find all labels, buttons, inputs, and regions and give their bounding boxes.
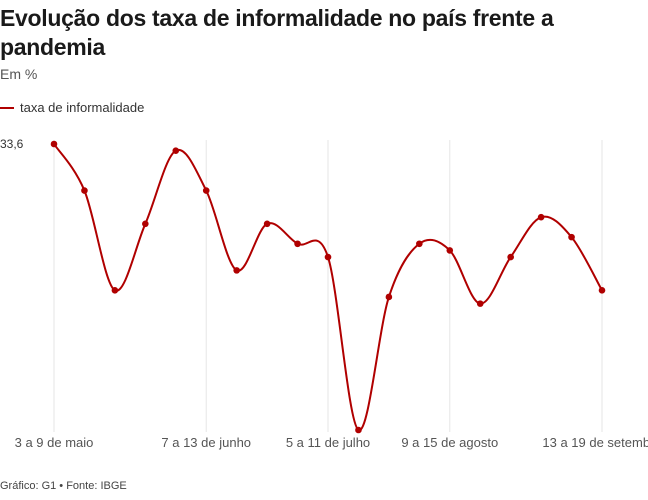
data-point[interactable] [476,300,484,307]
legend-swatch [0,106,14,109]
source-note: Gráfico: G1 • Fonte: IBGE [0,480,127,492]
data-point[interactable] [324,253,332,261]
data-point[interactable] [568,233,575,241]
y-axis-ticks: 33,6 [0,137,24,151]
legend: taxa de informalidade [0,100,144,115]
data-point[interactable] [355,426,362,434]
data-point[interactable] [172,147,180,154]
x-tick-label: 3 a 9 de maio [15,435,94,450]
legend-label: taxa de informalidade [20,100,145,115]
x-tick-label: 9 a 15 de agosto [401,435,498,450]
data-point[interactable] [50,140,58,148]
data-point[interactable] [81,187,88,194]
data-point[interactable] [294,240,301,248]
x-axis-ticks: 3 a 9 de maio 7 a 13 de junho 5 a 11 de ju… [15,435,648,450]
data-point[interactable] [537,213,545,221]
data-point[interactable] [507,253,514,261]
data-points [50,140,606,434]
x-tick-label: 13 a 19 de setembro [542,435,648,450]
y-tick-label: 33,6 [0,137,24,151]
data-point[interactable] [142,220,149,228]
grid-lines [53,140,603,432]
x-tick-label: 5 a 11 de julho [286,435,370,450]
data-point[interactable] [598,287,606,294]
x-tick-label: 7 a 13 de junho [161,435,251,450]
data-point[interactable] [202,187,210,194]
chart-title: Evolução dos taxa de informalidade no pa… [0,5,554,60]
data-point[interactable] [385,293,393,301]
data-point[interactable] [263,220,271,228]
data-point[interactable] [446,247,454,254]
data-point[interactable] [416,240,423,248]
data-point[interactable] [111,287,119,294]
chart-subtitle: Em % [0,66,38,82]
data-point[interactable] [233,267,240,274]
